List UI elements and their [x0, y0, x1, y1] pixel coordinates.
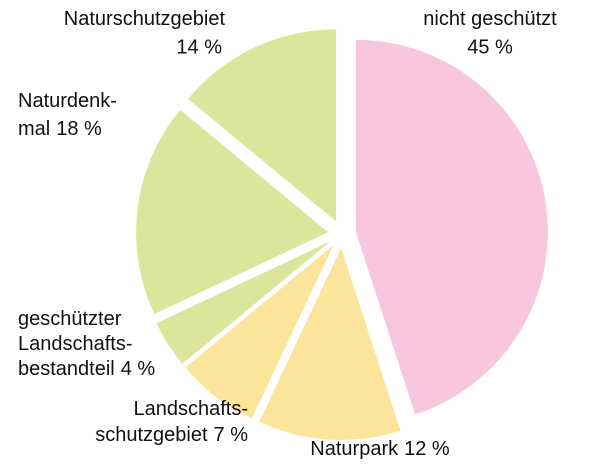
slice-label: mal 18 %: [18, 118, 102, 140]
value-label: 4 %: [121, 358, 156, 380]
category-label: Landschafts-: [133, 398, 248, 420]
category-label: mal: [18, 118, 50, 140]
pie-slice: [259, 247, 401, 440]
pie-slice: [156, 241, 331, 364]
pie-slice: [185, 245, 334, 419]
value-label: 14 %: [176, 36, 222, 58]
slice-label: bestandteil 4 %: [18, 358, 155, 380]
slice-label: Naturdenk-: [18, 90, 117, 112]
category-label: schutzgebiet: [95, 424, 208, 446]
category-label: geschützter: [18, 308, 122, 330]
slice-label: Naturpark 12 %: [310, 438, 450, 460]
category-label: Naturschutzgebiet: [64, 8, 226, 30]
slice-label: Landschafts-: [18, 333, 133, 355]
slice-label: nicht geschützt: [423, 8, 557, 30]
category-label: Landschafts-: [18, 333, 133, 355]
category-label: bestandteil: [18, 358, 115, 380]
pie-slice: [136, 109, 329, 314]
slice-label: Naturschutzgebiet: [64, 8, 226, 30]
category-label: Naturpark: [310, 438, 399, 460]
value-label: 18 %: [56, 118, 102, 140]
value-label: 7 %: [214, 424, 249, 446]
pie-slice: [355, 39, 548, 415]
pie-slice: [188, 29, 337, 222]
value-label: 12 %: [404, 438, 450, 460]
slice-label: schutzgebiet 7 %: [95, 424, 248, 446]
value-label: 45 %: [467, 36, 513, 58]
category-label: Naturdenk-: [18, 90, 117, 112]
category-label: nicht geschützt: [423, 8, 557, 30]
slice-label: geschützter: [18, 308, 122, 330]
slice-label: Landschafts-: [133, 398, 248, 420]
